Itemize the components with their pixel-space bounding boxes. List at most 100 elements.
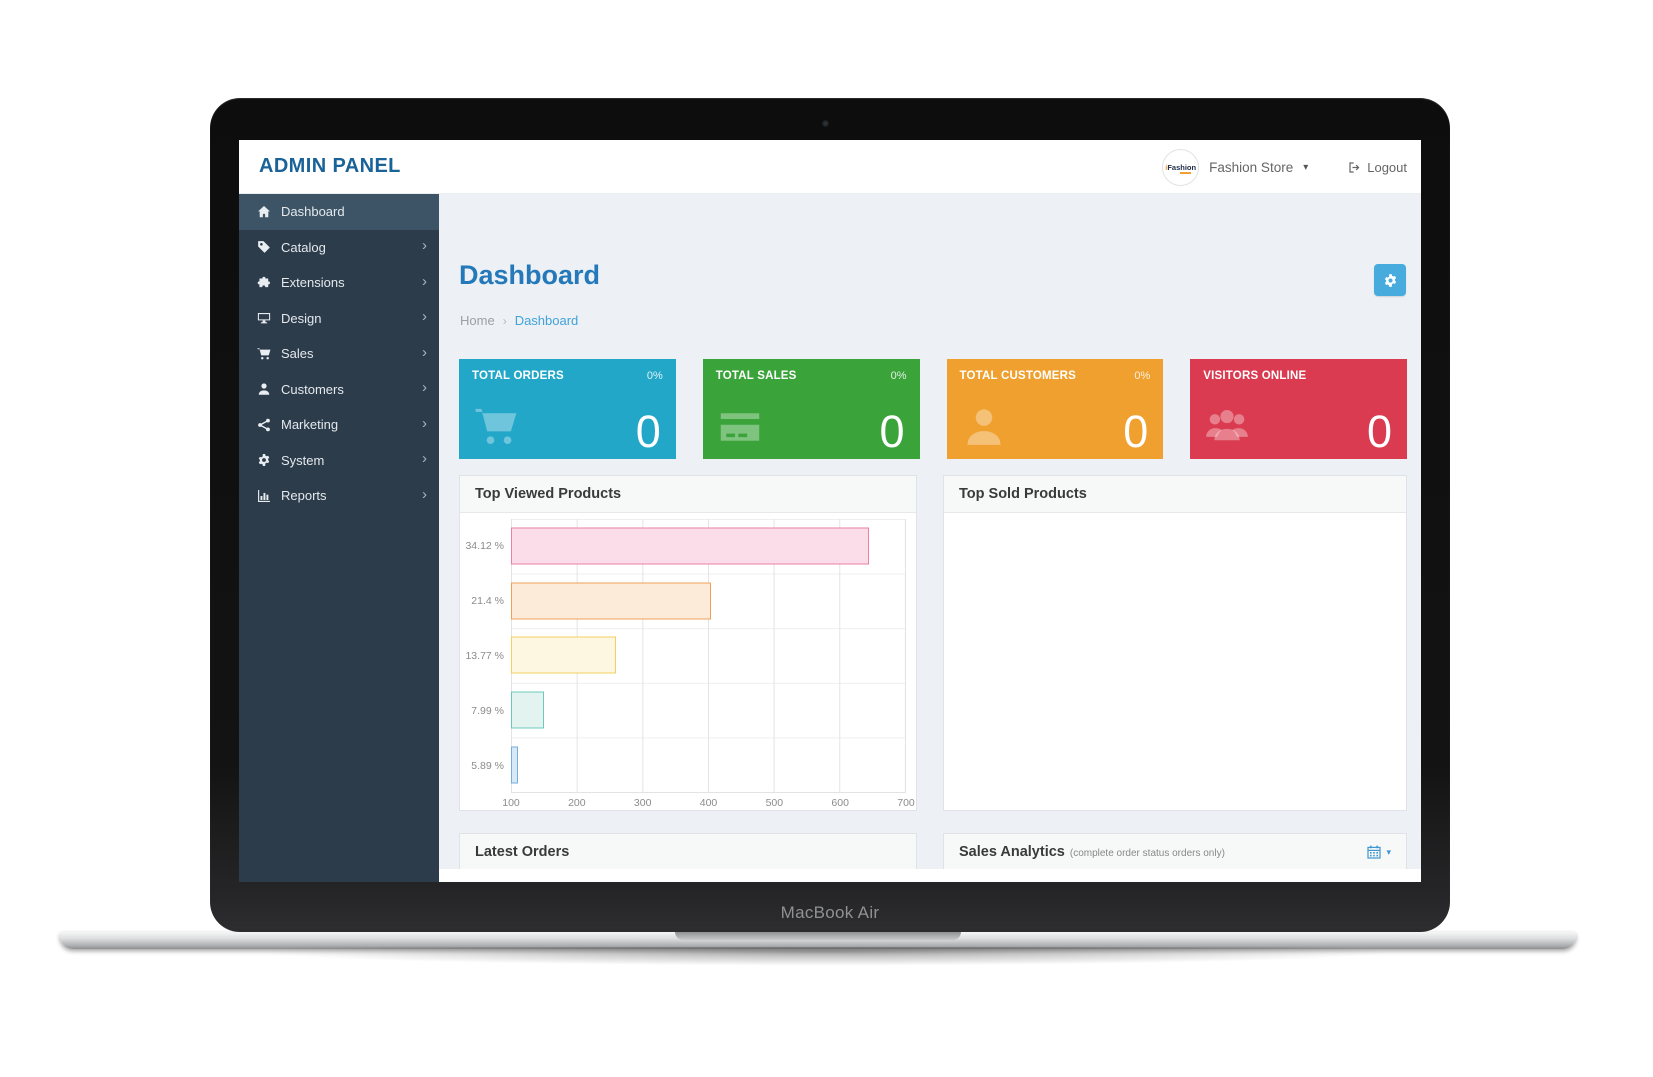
store-dropdown[interactable]: i Fashion Fashion Store ▾ (1162, 148, 1309, 186)
logout-icon (1348, 161, 1361, 174)
page-cutoff-area (439, 869, 1421, 882)
store-logo-text: Fashion (1167, 162, 1197, 172)
chart-bar-row (511, 628, 905, 683)
sidebar-item-label: Reports (281, 488, 327, 504)
chevron-right-icon: › (422, 450, 427, 468)
credit-card-icon (718, 405, 762, 449)
chart-plot (511, 519, 906, 793)
chart-x-tick: 400 (699, 797, 718, 809)
top-viewed-panel: Top Viewed Products 34.12 % 21.4 % 13.77 %… (459, 475, 917, 811)
chart-y-label: 21.4 % (471, 595, 504, 608)
stat-card-value: 0 (1123, 406, 1149, 457)
chart-bar-row (511, 519, 905, 574)
stat-card-value: 0 (1366, 406, 1392, 457)
stat-card-label: TOTAL CUSTOMERS (959, 370, 1077, 382)
chart-x-tick: 200 (568, 797, 586, 809)
main-content: Dashboard Home › Dashboard TOTAL ORDERS 0… (439, 194, 1421, 882)
sidebar-item-customers[interactable]: Customers › (239, 372, 439, 408)
chevron-right-icon: › (422, 485, 427, 503)
stat-card-percent: 0% (1134, 370, 1151, 382)
macbook-frame: ADMIN PANEL i Fashion Fashion Store ▾ Log… (210, 98, 1450, 932)
date-range-dropdown[interactable]: ▾ (1366, 844, 1391, 860)
chart-y-label: 5.89 % (471, 759, 504, 772)
sidebar-item-label: System (281, 452, 325, 468)
macbook-base (60, 932, 1576, 949)
chevron-right-icon: › (422, 237, 427, 255)
stat-card-total-sales: TOTAL SALES 0% 0 (702, 359, 920, 459)
stat-card-value: 0 (635, 406, 661, 457)
chart-bar (511, 691, 545, 729)
panel-title: Sales Analytics (959, 844, 1065, 860)
topbar: ADMIN PANEL i Fashion Fashion Store ▾ Log… (239, 140, 1421, 194)
puzzle-icon (257, 276, 281, 290)
chevron-right-icon: › (422, 272, 427, 290)
top-sold-panel: Top Sold Products (943, 475, 1407, 811)
users-icon (1205, 405, 1249, 449)
chart-y-label: 34.12 % (465, 540, 504, 553)
chart-bar (511, 636, 617, 674)
admin-screen: ADMIN PANEL i Fashion Fashion Store ▾ Log… (239, 140, 1421, 882)
logout-label: Logout (1367, 159, 1407, 175)
sidebar-item-label: Sales (281, 346, 314, 362)
stat-card-percent: 0% (646, 370, 663, 382)
sidebar-item-label: Design (281, 310, 322, 326)
base-notch (675, 932, 961, 940)
caret-down-icon: ▾ (1386, 846, 1391, 857)
logout-button[interactable]: Logout (1348, 160, 1407, 175)
sidebar-item-reports[interactable]: Reports › (239, 478, 439, 514)
user-icon (962, 405, 1006, 449)
top-viewed-chart: 34.12 % 21.4 % 13.77 % 7.99 % 5.89 % (460, 519, 916, 793)
chart-x-tick: 500 (765, 797, 784, 809)
sidebar-item-marketing[interactable]: Marketing › (239, 407, 439, 443)
caret-down-icon: ▾ (1303, 161, 1309, 173)
sidebar-item-sales[interactable]: Sales › (239, 336, 439, 372)
sidebar-item-design[interactable]: Design › (239, 301, 439, 337)
settings-button[interactable] (1374, 264, 1406, 296)
stat-card-label: VISITORS ONLINE (1203, 370, 1307, 382)
sidebar-item-label: Customers (281, 381, 344, 397)
stat-card-visitors-online: VISITORS ONLINE 0 (1190, 359, 1407, 459)
chart-bar-row (511, 737, 905, 792)
breadcrumb: Home › Dashboard (460, 313, 578, 328)
chart-x-tick: 700 (897, 797, 915, 809)
store-name: Fashion Store (1209, 159, 1294, 175)
share-icon (257, 418, 281, 432)
gear-icon (257, 453, 281, 467)
sidebar-item-label: Marketing (281, 417, 339, 433)
top-viewed-panel-header: Top Viewed Products (460, 476, 916, 513)
panel-title: Top Viewed Products (475, 486, 622, 502)
stat-card-percent: 0% (890, 370, 907, 382)
sidebar-item-label: Dashboard (281, 204, 345, 220)
app-brand: ADMIN PANEL (259, 155, 401, 177)
chart-bar (511, 746, 519, 784)
topbar-right: i Fashion Fashion Store ▾ Logout (1162, 140, 1407, 194)
chevron-right-icon: › (422, 379, 427, 397)
chevron-right-icon: › (422, 343, 427, 361)
user-icon (257, 382, 281, 396)
cart-icon (474, 405, 518, 449)
chart-x-axis: 100 200 300 400 500 600 700 (502, 793, 915, 811)
cart-icon (257, 347, 281, 361)
monitor-icon (257, 311, 281, 325)
chevron-right-icon: › (422, 308, 427, 326)
panel-title: Top Sold Products (959, 486, 1087, 502)
chart-x-tick: 300 (633, 797, 652, 809)
device-label: MacBook Air (780, 903, 880, 922)
chart-y-label: 7.99 % (471, 704, 504, 717)
sidebar-item-catalog[interactable]: Catalog › (239, 230, 439, 266)
chevron-right-icon: › (422, 414, 427, 432)
stat-card-total-orders: TOTAL ORDERS 0% 0 (459, 359, 676, 459)
sidebar-item-dashboard[interactable]: Dashboard (239, 194, 439, 230)
sidebar-item-extensions[interactable]: Extensions › (239, 265, 439, 301)
chart-x-axis-row: 100 200 300 400 500 600 700 (460, 793, 916, 811)
gear-icon (1383, 273, 1398, 288)
stat-card-label: TOTAL SALES (715, 370, 797, 382)
page-title: Dashboard (459, 260, 601, 290)
webcam-icon (822, 120, 829, 127)
breadcrumb-home-link[interactable]: Home (460, 313, 495, 328)
breadcrumb-current-link[interactable]: Dashboard (514, 313, 579, 328)
chart-x-tick: 600 (831, 797, 849, 809)
sidebar-item-system[interactable]: System › (239, 443, 439, 479)
sidebar-item-label: Catalog (281, 239, 326, 255)
